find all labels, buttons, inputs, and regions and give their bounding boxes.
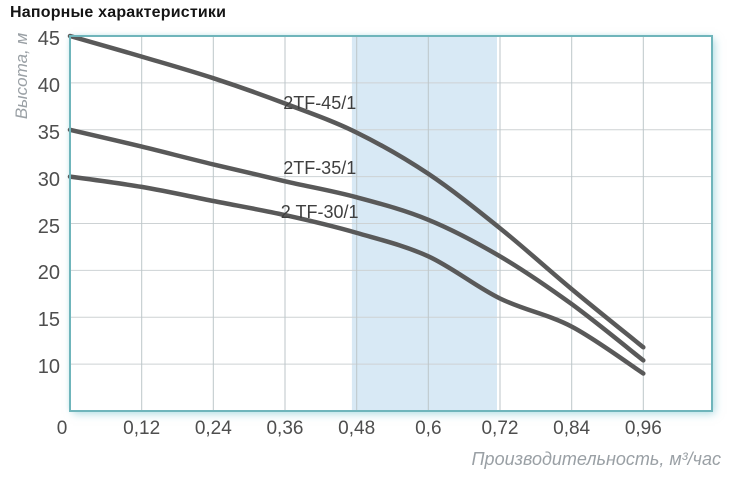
y-tick-label: 10 xyxy=(37,356,60,379)
pump-curve xyxy=(67,174,646,376)
y-tick-label: 20 xyxy=(37,262,60,285)
x-tick-label: 0,6 xyxy=(415,418,442,439)
x-tick-label: 0,96 xyxy=(624,418,662,439)
curve-label: 2TF-35/1 xyxy=(283,158,356,178)
y-tick-label: 35 xyxy=(37,121,60,144)
plot-border xyxy=(69,35,713,412)
y-tick-label: 15 xyxy=(37,309,60,332)
y-tick-label: 40 xyxy=(37,74,60,97)
x-tick-label: 0,12 xyxy=(123,418,161,439)
y-tick-label: 45 xyxy=(37,28,60,50)
x-tick-label: 0,36 xyxy=(266,418,304,439)
x-tick-label: 0,24 xyxy=(194,418,232,439)
y-axis-title: Высота, м xyxy=(12,32,31,120)
x-tick-label: 0,72 xyxy=(481,418,519,439)
y-tick-label: 25 xyxy=(37,215,60,238)
x-tick-label: 0 xyxy=(56,418,68,439)
pump-curve xyxy=(67,33,646,350)
page-title: Напорные характеристики xyxy=(10,4,227,21)
x-tick-label: 0,84 xyxy=(553,418,591,439)
curve-label: 2 TF-30/1 xyxy=(281,202,359,222)
curve-label: 2TF-45/1 xyxy=(283,93,356,113)
y-tick-label: 30 xyxy=(37,168,60,191)
x-axis-title: Производительность, м³/час xyxy=(471,449,721,469)
x-tick-label: 0,48 xyxy=(338,418,376,439)
pump-curve xyxy=(67,127,646,363)
